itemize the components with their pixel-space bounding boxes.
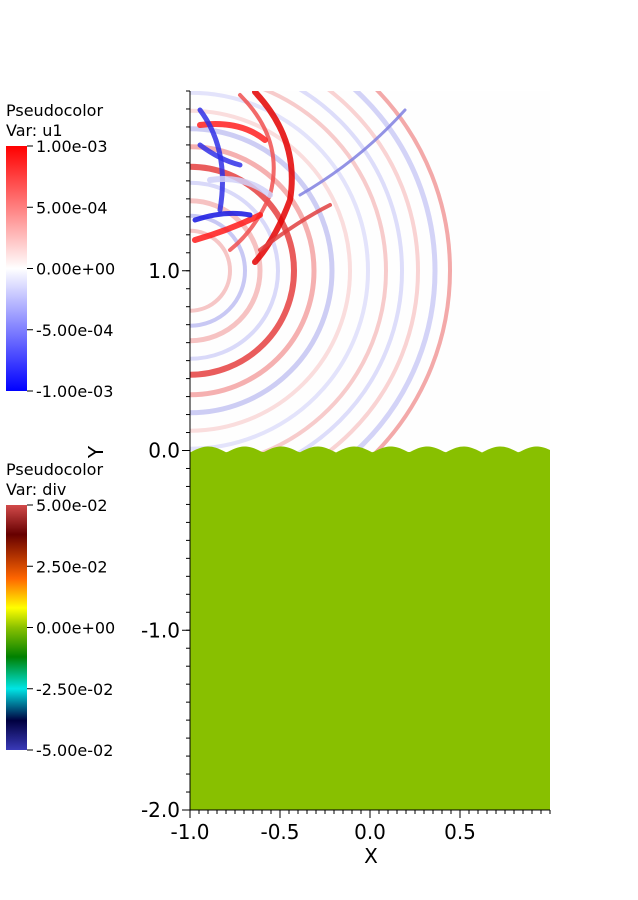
wave-front-strong <box>298 108 407 197</box>
wave-front-strong <box>192 210 253 223</box>
wave-front-strong <box>197 142 243 168</box>
legend-u1-var: Var: u1 <box>6 121 63 140</box>
wave-front <box>190 126 335 416</box>
legend-tick-label: 1.00e-03 <box>36 137 108 156</box>
y-axis-label: Y <box>84 445 108 459</box>
legend-tick-label: 5.00e-04 <box>36 198 108 217</box>
x-tick-label: 0.0 <box>354 820 386 844</box>
wave-front-strong <box>258 203 332 252</box>
y-tick-label: 0.0 <box>148 439 180 463</box>
wave-front <box>349 91 438 453</box>
legend-tick-label: 5.00e-02 <box>36 496 108 515</box>
legend-tick-label: -5.00e-04 <box>36 321 113 340</box>
legend-div-colorbar <box>6 505 27 750</box>
y-minor-ticks <box>186 90 190 811</box>
wave-front-strong <box>192 212 263 243</box>
y-tick-label: -2.0 <box>141 798 180 822</box>
x-axis-label: X <box>364 844 378 868</box>
x-major-ticks: -1.0 -0.5 0.0 0.5 <box>170 810 476 844</box>
wave-front <box>190 91 370 451</box>
legend-tick-label: -5.00e-02 <box>36 741 113 760</box>
axes: -2.0-1.00.01.0 -1.0 -0.5 0.0 0.5 X Y <box>84 90 551 868</box>
wave-front <box>190 180 280 361</box>
legend-div: Pseudocolor Var: div 5.00e-02 2.50e-02 0.0… <box>6 460 115 760</box>
legend-u1: Pseudocolor Var: u1 1.00e-03 5.00e-04 0.00… <box>6 101 115 401</box>
x-tick-label: -0.5 <box>260 820 299 844</box>
wave-front <box>190 144 317 398</box>
legend-tick-label: 2.50e-02 <box>36 557 108 576</box>
legend-u1-colorbar <box>6 146 27 391</box>
wave-front <box>323 91 420 453</box>
legend-div-title: Pseudocolor <box>6 460 103 479</box>
legend-tick-label: 0.00e+00 <box>36 619 115 638</box>
u1-wave-field <box>190 91 452 453</box>
legend-u1-title: Pseudocolor <box>6 101 103 120</box>
wave-front <box>256 91 388 453</box>
legend-tick-label: -2.50e-02 <box>36 680 113 699</box>
x-minor-ticks <box>189 810 551 814</box>
wave-front <box>190 163 297 378</box>
legend-tick-label: -1.00e-03 <box>36 382 113 401</box>
y-major-ticks: -2.0 -1.0 0.0 1.0 <box>141 259 190 822</box>
x-tick-label: -1.0 <box>170 820 209 844</box>
legend-tick-label: 0.00e+00 <box>36 260 115 279</box>
wave-front <box>190 108 352 433</box>
div-region <box>190 446 550 810</box>
wave-front <box>190 213 247 328</box>
y-tick-label: -1.0 <box>141 618 180 642</box>
wave-front <box>294 91 404 453</box>
wave-front <box>190 228 232 313</box>
wave-front <box>190 198 263 344</box>
wave-front-strong <box>207 176 273 198</box>
x-tick-label: 0.5 <box>444 820 476 844</box>
plot-area <box>190 91 550 810</box>
y-tick-label: 1.0 <box>148 259 180 283</box>
legend-div-var: Var: div <box>6 480 66 499</box>
legend-u1-ticks: 1.00e-03 5.00e-04 0.00e+00 -5.00e-04 -1.00e-… <box>27 137 115 401</box>
wave-front <box>372 91 452 453</box>
legend-div-ticks: 5.00e-02 2.50e-02 0.00e+00 -2.50e-02 -5.00e-… <box>27 496 115 760</box>
